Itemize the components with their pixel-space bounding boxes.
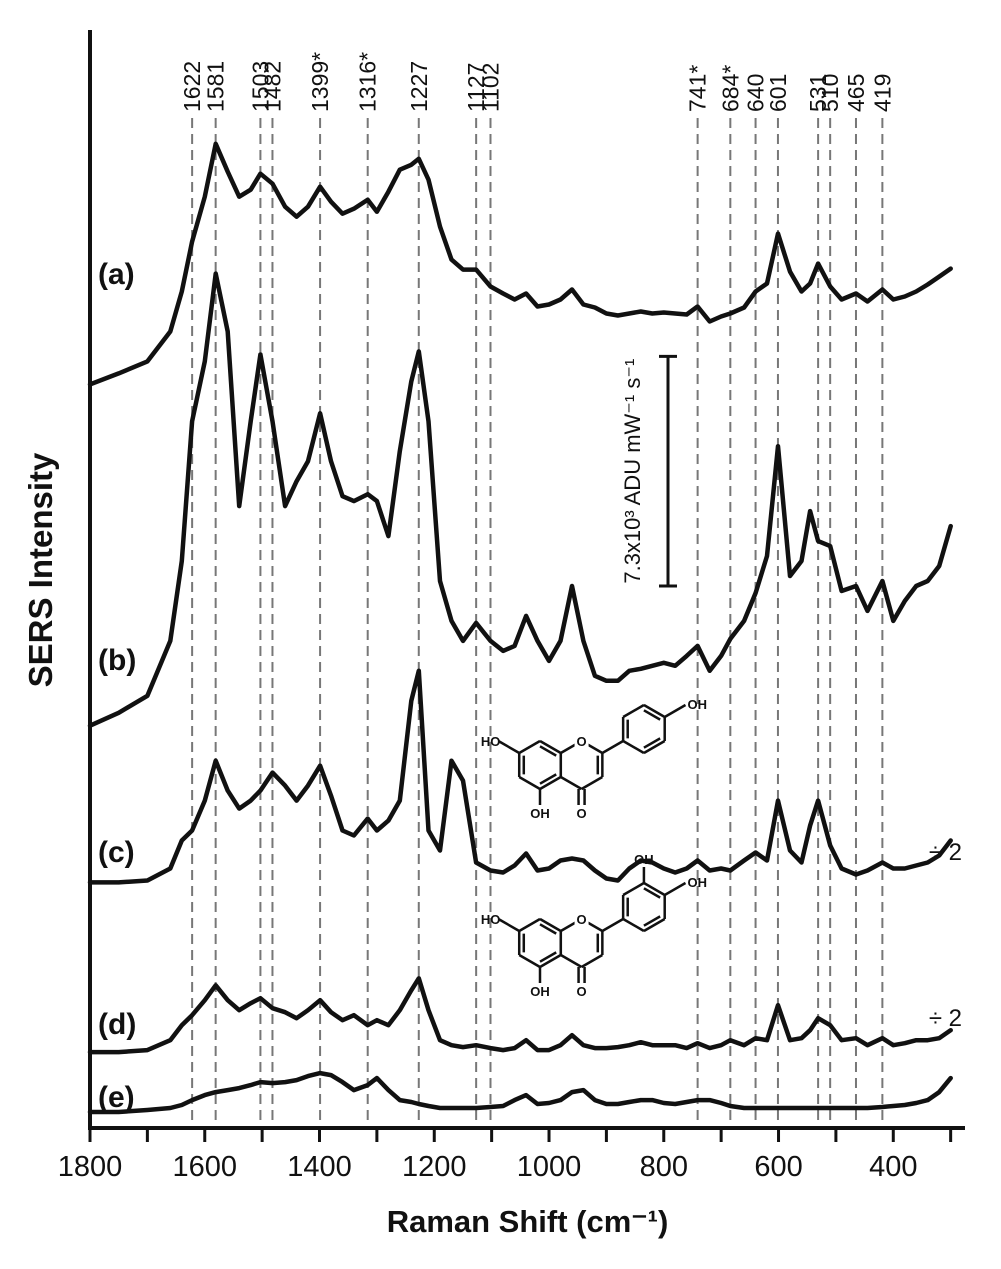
bond	[539, 773, 557, 785]
scale-bar	[659, 354, 677, 588]
bond	[539, 951, 557, 963]
x-axis-title: Raman Shift (cm⁻¹)	[387, 1204, 669, 1239]
x-tick-label: 1800	[58, 1151, 123, 1183]
bond	[643, 737, 661, 749]
bond	[539, 917, 562, 933]
scale-annotation: ÷ 2	[929, 839, 962, 866]
bond	[643, 887, 661, 899]
bond	[643, 703, 666, 719]
series-label: (a)	[98, 258, 135, 291]
bond	[518, 739, 541, 755]
peak-label: 1399*	[307, 52, 333, 112]
x-tick-label: 600	[754, 1151, 802, 1183]
bond	[664, 703, 687, 719]
x-tick-label: 1400	[287, 1151, 352, 1183]
bond	[497, 739, 520, 755]
x-tick-label: 400	[869, 1151, 917, 1183]
bond	[622, 881, 645, 897]
atom-label: O	[577, 806, 587, 821]
atom-label: HO	[481, 912, 501, 927]
bond	[622, 739, 645, 755]
peak-label: 1581	[203, 61, 229, 112]
atom-label: HO	[481, 734, 501, 749]
peak-label: 741*	[685, 65, 711, 112]
y-axis-title: SERS Intensity	[22, 452, 59, 687]
bond	[518, 953, 541, 969]
bond	[497, 917, 520, 933]
x-tick-label: 1000	[517, 1151, 582, 1183]
atom-label: O	[577, 984, 587, 999]
atom-label: O	[577, 912, 587, 927]
structure: HO OH O O OH	[481, 697, 707, 821]
bond	[539, 923, 557, 935]
peak-label: 684*	[717, 65, 743, 112]
peak-label: 601	[765, 74, 791, 112]
atom-label: OH	[530, 806, 550, 821]
peak-label: 1127	[463, 63, 489, 112]
peak-label: 1102	[477, 63, 503, 112]
bond	[580, 775, 603, 791]
bond	[580, 953, 603, 969]
peak-label: 419	[869, 74, 895, 112]
bond	[518, 917, 541, 933]
bond	[643, 881, 666, 897]
bond	[539, 745, 557, 757]
bond	[601, 917, 624, 933]
bond	[643, 915, 661, 927]
bond	[622, 703, 645, 719]
spectrum-line	[87, 668, 953, 885]
spectrum-line	[87, 976, 953, 1055]
peak-label: 510	[817, 74, 843, 112]
peak-label: 1482	[259, 61, 285, 112]
structure: HO OH O O OH OH	[481, 852, 707, 999]
bond	[560, 775, 583, 791]
bond	[539, 953, 562, 969]
peak-label: 465	[843, 74, 869, 112]
spectrum-line	[87, 271, 953, 728]
peak-label: 640	[743, 74, 769, 112]
scale-bar-label: 7.3x10³ ADU mW⁻¹ s⁻¹	[620, 359, 645, 584]
peak-label: 531	[805, 74, 831, 112]
scale-annotation: ÷ 2	[929, 1005, 962, 1032]
series-label: (b)	[98, 644, 136, 677]
x-tick-label: 1200	[402, 1151, 467, 1183]
bond	[539, 739, 562, 755]
peak-label: 1622	[179, 61, 205, 112]
atom-bg	[574, 733, 589, 747]
atom-label: OH	[530, 984, 550, 999]
bond	[622, 917, 645, 933]
bond	[664, 881, 687, 897]
bond	[643, 739, 666, 755]
atom-label: OH	[687, 697, 707, 712]
x-tick-label: 1600	[172, 1151, 237, 1183]
peak-label: 1227	[406, 61, 432, 112]
atom-label: OH	[634, 852, 654, 867]
atom-label: OH	[687, 875, 707, 890]
x-tick-label: 800	[640, 1151, 688, 1183]
series-label: (d)	[98, 1008, 136, 1041]
peak-label: 1316*	[355, 52, 381, 112]
bond	[643, 917, 666, 933]
bond	[643, 709, 661, 721]
peak-label: 1503	[247, 61, 273, 112]
atom-label: O	[577, 734, 587, 749]
spectrum-line	[87, 141, 953, 387]
bond	[539, 775, 562, 791]
series-label: (e)	[98, 1081, 135, 1114]
atom-bg	[574, 911, 589, 925]
spectrum-line	[87, 1070, 953, 1115]
bond	[560, 953, 583, 969]
series-label: (c)	[98, 836, 135, 869]
bond	[601, 739, 624, 755]
bond	[518, 775, 541, 791]
